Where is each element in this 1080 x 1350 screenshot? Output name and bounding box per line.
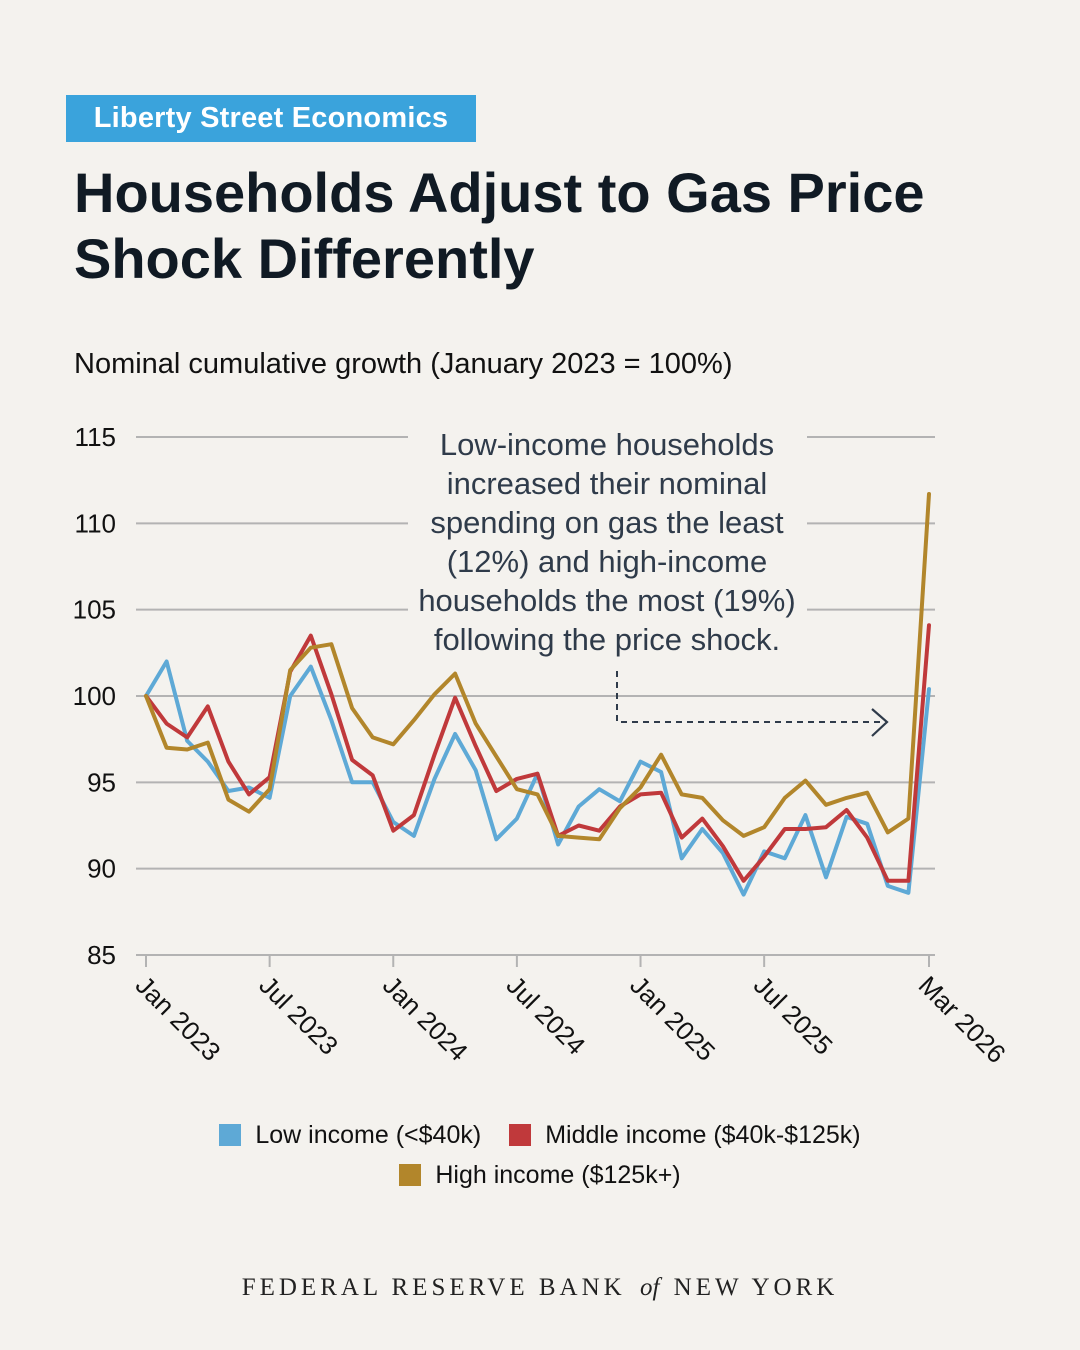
annotation-line: following the price shock. bbox=[434, 622, 780, 657]
y-tick-label: 110 bbox=[75, 508, 116, 538]
y-tick-label: 100 bbox=[73, 681, 116, 711]
annotation-line: (12%) and high-income bbox=[447, 544, 768, 579]
y-tick-label: 90 bbox=[87, 854, 116, 884]
annotation-line: spending on gas the least bbox=[430, 505, 784, 540]
footer-text-2: NEW YORK bbox=[673, 1274, 839, 1301]
chart-subtitle: Nominal cumulative growth (January 2023 … bbox=[74, 348, 733, 380]
x-tick-label: Jul 2025 bbox=[748, 970, 839, 1061]
y-tick-label: 115 bbox=[75, 422, 116, 452]
x-tick-label: Jul 2024 bbox=[501, 970, 592, 1061]
footer-text-of: of bbox=[639, 1274, 660, 1301]
y-tick-label: 105 bbox=[73, 595, 116, 625]
y-tick-label: 85 bbox=[87, 940, 116, 970]
x-tick-label: Jan 2023 bbox=[130, 970, 227, 1067]
legend-row-2: High income ($125k+) bbox=[0, 1156, 1080, 1194]
legend-label-low: Low income (<$40k) bbox=[255, 1120, 482, 1149]
legend-swatch-middle bbox=[509, 1124, 532, 1146]
annotation-line: households the most (19%) bbox=[418, 583, 795, 618]
x-tick-label: Jan 2024 bbox=[377, 970, 474, 1067]
legend: Low income (<$40k) Middle income ($40k-$… bbox=[0, 1116, 1080, 1196]
annotation-arrow-head bbox=[871, 708, 889, 737]
title-line-1: Households Adjust to Gas Price bbox=[74, 161, 925, 224]
legend-item-low: Low income (<$40k) bbox=[219, 1121, 481, 1150]
title-line-2: Shock Differently bbox=[74, 227, 535, 290]
y-tick-label: 95 bbox=[87, 767, 116, 797]
series-line-high-income bbox=[144, 492, 931, 842]
x-tick-label: Jan 2025 bbox=[624, 970, 721, 1067]
legend-item-high: High income ($125k+) bbox=[399, 1160, 681, 1190]
legend-item-middle: Middle income ($40k-$125k) bbox=[509, 1120, 861, 1150]
series-layer bbox=[144, 492, 931, 897]
legend-swatch-high bbox=[399, 1164, 422, 1186]
page-title: Households Adjust to Gas Price Shock Dif… bbox=[74, 160, 974, 292]
x-tick-label: Mar 2026 bbox=[913, 970, 1012, 1069]
series-line-middle-income bbox=[144, 623, 931, 883]
annotation-arrow-line bbox=[616, 671, 884, 723]
legend-row-1: Low income (<$40k) Middle income ($40k-$… bbox=[0, 1116, 1080, 1154]
footer-logo: FEDERAL RESERVE BANK of NEW YORK bbox=[0, 1274, 1080, 1302]
annotation-line: Low-income households bbox=[440, 427, 774, 462]
x-tick-label: Jul 2023 bbox=[253, 970, 344, 1061]
footer-text-1: FEDERAL RESERVE BANK bbox=[241, 1274, 626, 1301]
annotation: Low-income households increased their nom… bbox=[418, 427, 889, 737]
legend-label-middle: Middle income ($40k-$125k) bbox=[545, 1120, 861, 1149]
annotation-line: increased their nominal bbox=[447, 466, 768, 501]
x-axis: Jan 2023 Jul 2023 Jan 2024 Jul 2024 Jan 2025… bbox=[130, 955, 1012, 1069]
brand-tag: Liberty Street Economics bbox=[66, 95, 476, 142]
legend-swatch-low bbox=[219, 1124, 242, 1146]
legend-label-high: High income ($125k+) bbox=[435, 1160, 681, 1189]
